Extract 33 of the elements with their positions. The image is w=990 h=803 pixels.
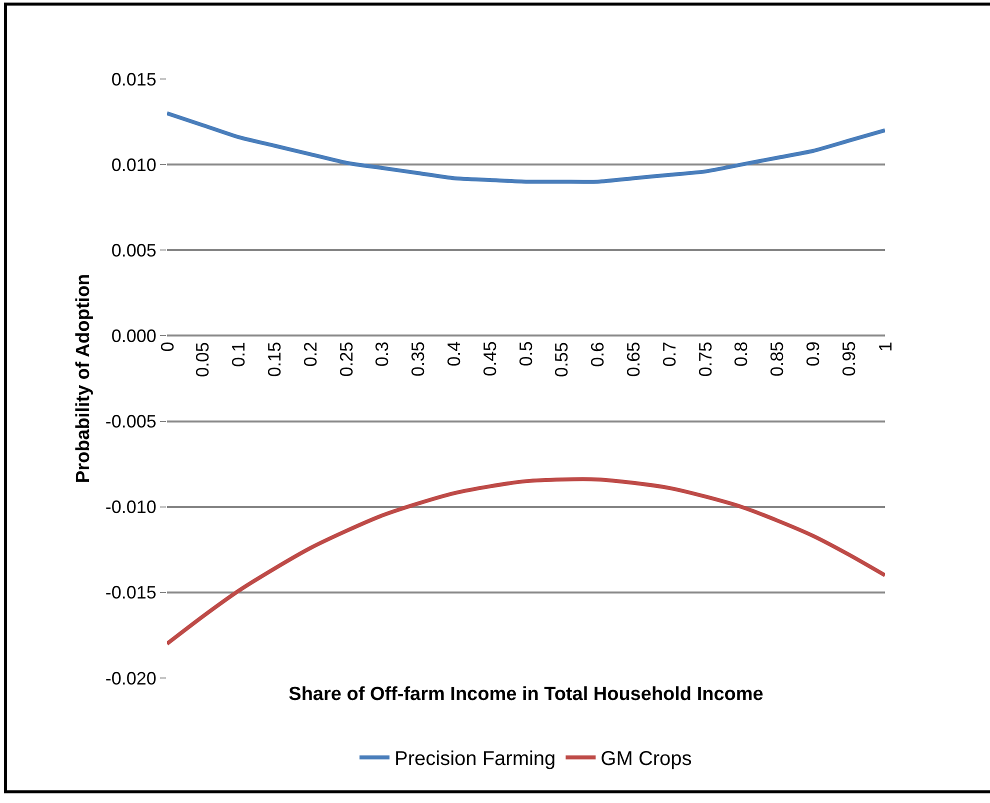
x-axis-title: Share of Off-farm Income in Total Household Income	[288, 684, 764, 705]
x-tick-label: 0.1	[228, 342, 249, 368]
x-tick-label: 0.7	[659, 342, 680, 367]
x-tick-label: 0.25	[336, 342, 356, 377]
x-tick-label: 0.95	[838, 341, 859, 376]
y-tick-label: -0.005	[105, 412, 156, 432]
x-tick-label: 0	[157, 342, 178, 352]
x-tick-label: 0.5	[516, 341, 536, 366]
x-tick-label: 0.35	[408, 341, 428, 377]
x-tick-label: 0.65	[623, 342, 644, 377]
x-tick-label: 0.4	[444, 341, 464, 366]
x-tick-label: 0.55	[552, 342, 572, 378]
y-tick-label: 0.015	[111, 69, 156, 90]
y-tick-label: 0.005	[111, 240, 156, 260]
x-tick-label: 0.3	[372, 342, 392, 367]
legend-label: GM Crops	[600, 748, 692, 770]
x-tick-label: 0.85	[767, 341, 788, 377]
y-tick-label: 0.000	[111, 326, 156, 346]
x-tick-label: 0.8	[731, 342, 752, 367]
x-tick-label: 1	[875, 342, 896, 352]
y-tick-label: 0.010	[111, 154, 156, 175]
y-axis-title: Probability of Adoption	[73, 274, 94, 484]
x-tick-label: 0.6	[588, 342, 608, 368]
x-tick-label: 0.15	[264, 342, 284, 377]
x-tick-label: 0.9	[802, 341, 823, 366]
x-tick-label: 0.05	[192, 342, 213, 378]
y-tick-label: -0.010	[105, 497, 156, 518]
x-tick-label: 0.75	[695, 342, 716, 377]
y-tick-label: -0.015	[105, 582, 156, 603]
y-tick-label: -0.020	[105, 668, 156, 688]
legend-label: Precision Farming	[394, 748, 556, 770]
x-tick-label: 0.2	[300, 342, 320, 367]
x-tick-label: 0.45	[480, 341, 500, 376]
